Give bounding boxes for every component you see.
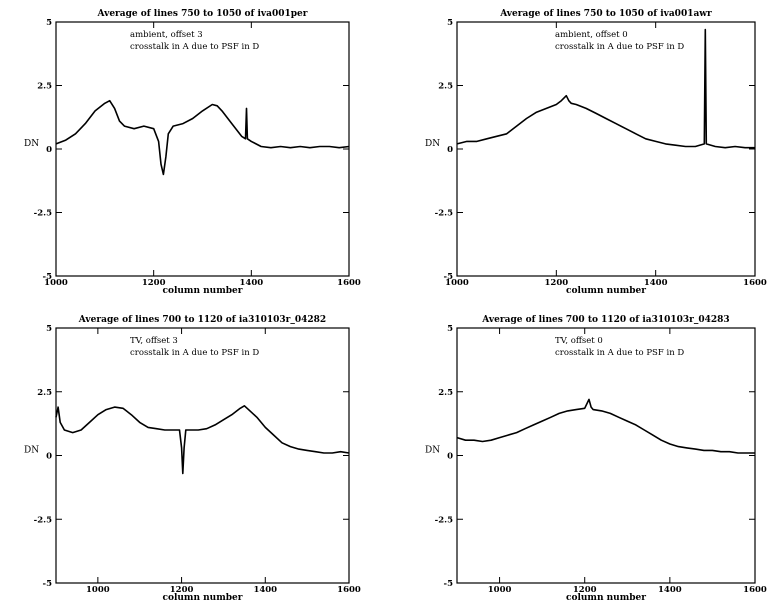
x-tick-label: 1600 bbox=[337, 278, 361, 288]
y-tick-label: 0 bbox=[447, 145, 453, 155]
x-tick-label: 1200 bbox=[170, 585, 194, 595]
y-tick-label: 2.5 bbox=[37, 388, 52, 398]
chart-title: Average of lines 750 to 1050 of iva001pe… bbox=[96, 9, 307, 19]
plot-frame bbox=[55, 21, 350, 277]
data-line-series-1 bbox=[55, 99, 350, 176]
x-tick-label: 1400 bbox=[239, 278, 263, 288]
x-axis-label: column number bbox=[162, 593, 242, 603]
y-axis-label: DN bbox=[425, 446, 440, 456]
y-tick-label: -2.5 bbox=[34, 209, 52, 219]
x-tick-label: 1000 bbox=[488, 585, 512, 595]
x-tick-label: 1200 bbox=[142, 278, 166, 288]
annotation: crosstalk in A due to PSF in D bbox=[555, 348, 684, 358]
x-tick-label: 1000 bbox=[86, 585, 110, 595]
x-tick-label: 1000 bbox=[445, 278, 469, 288]
annotation: ambient, offset 3 bbox=[130, 30, 203, 40]
y-tick-label: -5 bbox=[444, 579, 454, 589]
annotation: TV, offset 3 bbox=[130, 336, 178, 346]
annotation: crosstalk in A due to PSF in D bbox=[555, 42, 684, 52]
x-axis-label: column number bbox=[566, 286, 646, 296]
annotation: crosstalk in A due to PSF in D bbox=[130, 348, 259, 358]
x-tick-label: 1600 bbox=[743, 585, 767, 595]
annotation: TV, offset 0 bbox=[555, 336, 603, 346]
y-tick-label: -5 bbox=[43, 272, 53, 282]
chart-panel-3: Average of lines 700 to 1120 of ia310103… bbox=[24, 315, 361, 603]
y-tick-label: 5 bbox=[46, 324, 52, 334]
plot-frame bbox=[456, 327, 756, 584]
y-tick-label: 5 bbox=[447, 18, 453, 28]
y-tick-label: 2.5 bbox=[438, 388, 453, 398]
annotation: ambient, offset 0 bbox=[555, 30, 628, 40]
chart-panel-1: Average of lines 750 to 1050 of iva001pe… bbox=[24, 9, 361, 296]
y-tick-label: -2.5 bbox=[34, 515, 52, 525]
y-tick-label: 0 bbox=[46, 452, 52, 462]
x-axis-label: column number bbox=[566, 593, 646, 603]
x-tick-label: 1200 bbox=[544, 278, 568, 288]
y-tick-label: 5 bbox=[46, 18, 52, 28]
plot-frame bbox=[456, 21, 756, 277]
x-tick-label: 1400 bbox=[644, 278, 668, 288]
y-tick-label: -5 bbox=[444, 272, 454, 282]
y-axis-label: DN bbox=[425, 139, 440, 149]
y-tick-label: 2.5 bbox=[37, 82, 52, 92]
y-tick-label: -5 bbox=[43, 579, 53, 589]
y-tick-label: -2.5 bbox=[435, 209, 453, 219]
x-tick-label: 1600 bbox=[743, 278, 767, 288]
chart-title: Average of lines 750 to 1050 of iva001aw… bbox=[499, 9, 712, 19]
y-tick-label: 0 bbox=[46, 145, 52, 155]
chart-title: Average of lines 700 to 1120 of ia310103… bbox=[78, 315, 326, 325]
x-tick-label: 1400 bbox=[253, 585, 277, 595]
y-axis-label: DN bbox=[24, 446, 39, 456]
plot-frame bbox=[55, 327, 350, 584]
x-tick-label: 1000 bbox=[44, 278, 68, 288]
x-tick-label: 1200 bbox=[573, 585, 597, 595]
y-tick-label: 0 bbox=[447, 452, 453, 462]
data-line-series-1 bbox=[456, 398, 755, 454]
x-tick-label: 1600 bbox=[337, 585, 361, 595]
y-axis-label: DN bbox=[24, 139, 39, 149]
annotation: crosstalk in A due to PSF in D bbox=[130, 42, 259, 52]
y-tick-label: -2.5 bbox=[435, 515, 453, 525]
x-tick-label: 1400 bbox=[658, 585, 682, 595]
chart-panel-4: Average of lines 700 to 1120 of ia310103… bbox=[425, 315, 767, 603]
y-tick-label: 5 bbox=[447, 324, 453, 334]
data-line-series-1 bbox=[456, 28, 755, 149]
chart-title: Average of lines 700 to 1120 of ia310103… bbox=[481, 315, 729, 325]
x-axis-label: column number bbox=[162, 286, 242, 296]
chart-panel-2: Average of lines 750 to 1050 of iva001aw… bbox=[425, 9, 767, 296]
y-tick-label: 2.5 bbox=[438, 82, 453, 92]
data-line-series-1 bbox=[55, 404, 350, 475]
